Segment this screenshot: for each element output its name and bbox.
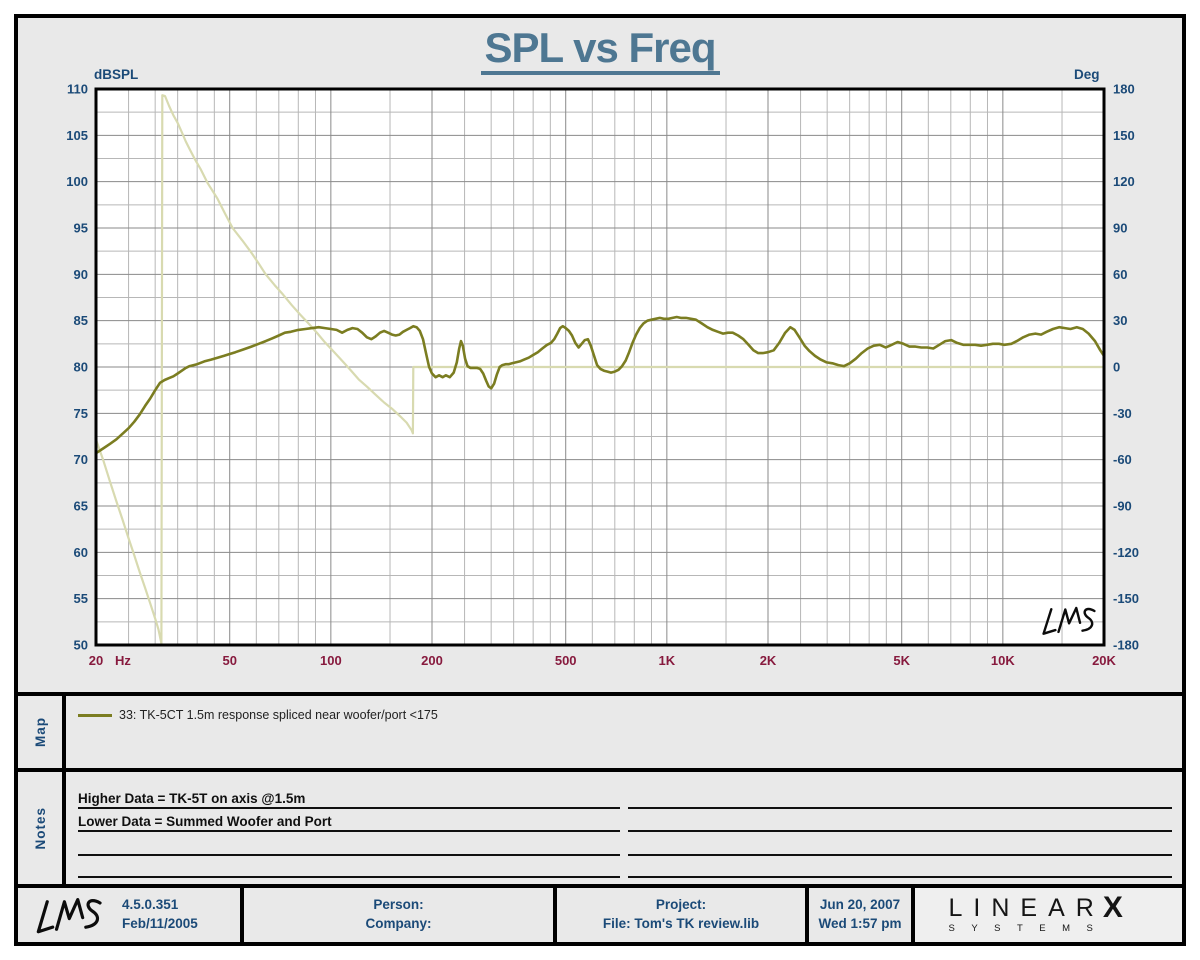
svg-text:50: 50 (222, 653, 236, 668)
plot-frame (94, 87, 1106, 647)
svg-text:95: 95 (74, 221, 88, 236)
map-panel: Map 33: TK-5CT 1.5m response spliced nea… (18, 692, 1182, 772)
note-line-2b (628, 807, 1172, 832)
person-label: Person: (373, 897, 424, 913)
spl-response-curve (94, 315, 1106, 455)
legend-text: 33: TK-5CT 1.5m response spliced near wo… (119, 708, 438, 722)
app-version-date: Feb/11/2005 (122, 916, 198, 931)
svg-text:120: 120 (1113, 174, 1135, 189)
title-wrap: SPL vs Freq (0, 25, 1200, 76)
legend-line-swatch (78, 713, 112, 717)
notes-panel-label: Notes (32, 806, 48, 850)
svg-text:100: 100 (320, 653, 342, 668)
map-panel-label: Map (32, 717, 48, 747)
svg-text:110: 110 (67, 82, 88, 97)
svg-text:55: 55 (74, 591, 88, 606)
x-axis-unit-label: Hz (115, 653, 131, 668)
x-axis-tick-labels: 20 50 100 200 500 1K 2K 5K 10K 20K Hz (89, 653, 1117, 668)
svg-text:5K: 5K (893, 653, 910, 668)
footer-datetime-cell: Jun 20, 2007 Wed 1:57 pm (805, 888, 911, 942)
svg-text:0: 0 (1113, 360, 1120, 375)
version-block: 4.5.0.351 Feb/11/2005 (122, 896, 198, 934)
svg-text:100: 100 (66, 174, 88, 189)
company-label: Company: (365, 916, 432, 931)
legend-entry: 33: TK-5CT 1.5m response spliced near wo… (78, 708, 438, 722)
svg-text:150: 150 (1113, 128, 1135, 143)
phase-curve (94, 94, 1106, 645)
page-title: SPL vs Freq (480, 25, 720, 76)
svg-text:500: 500 (555, 653, 577, 668)
note-line-2: Lower Data = Summed Woofer and Port (78, 807, 620, 832)
svg-text:10K: 10K (991, 653, 1015, 668)
svg-text:2K: 2K (760, 653, 777, 668)
notes-content: Higher Data = TK-5T on axis @1.5m Lower … (66, 772, 1182, 884)
file-label: File: Tom's TK review.lib (602, 916, 760, 931)
left-axis-unit-label: dBSPL (94, 67, 139, 82)
footer-person-cell: Person: Company: (240, 888, 553, 942)
svg-text:60: 60 (1113, 267, 1127, 282)
right-axis-unit-label: Deg (1074, 67, 1100, 82)
footer-brand-cell: LINEAR X SYSTEMS (911, 888, 1182, 942)
svg-text:75: 75 (74, 406, 88, 421)
linearx-logo-linear: LINEAR (948, 893, 1105, 922)
svg-text:-150: -150 (1113, 591, 1139, 606)
svg-text:20K: 20K (1092, 653, 1116, 668)
svg-text:-60: -60 (1113, 452, 1132, 467)
y-right-tick-labels: -180 -150 -120 -90 -60 -30 0 30 60 90 120 150 180 (1113, 82, 1139, 653)
notes-panel: Notes Higher Data = TK-5T on axis @1.5m … (18, 772, 1182, 888)
svg-text:-180: -180 (1113, 638, 1139, 653)
project-label: Project: (655, 897, 707, 913)
svg-text:1K: 1K (659, 653, 676, 668)
report-time: Wed 1:57 pm (818, 916, 902, 931)
svg-text:30: 30 (1113, 313, 1127, 328)
svg-text:-120: -120 (1113, 545, 1139, 560)
map-content: 33: TK-5CT 1.5m response spliced near wo… (66, 696, 1182, 768)
note-line-3 (78, 831, 620, 856)
note-line-4b (628, 853, 1172, 878)
svg-text:20: 20 (89, 653, 103, 668)
linearx-logo-row1: LINEAR X (948, 891, 1149, 925)
svg-text:60: 60 (74, 545, 88, 560)
svg-text:85: 85 (74, 313, 88, 328)
svg-text:-30: -30 (1113, 406, 1132, 421)
linearx-logo-x: X (1102, 891, 1123, 925)
svg-text:90: 90 (74, 267, 88, 282)
footer-version-cell: 4.5.0.351 Feb/11/2005 (18, 888, 240, 942)
app-version: 4.5.0.351 (122, 897, 179, 913)
note-line-3b (628, 831, 1172, 856)
svg-text:-90: -90 (1113, 499, 1132, 514)
linearx-systems-logo: LINEAR X SYSTEMS (948, 891, 1149, 935)
footer-project-cell: Project: File: Tom's TK review.lib (553, 888, 805, 942)
lms-signature (1042, 606, 1096, 635)
y-left-tick-labels: 50 55 60 65 70 75 80 85 90 95 100 105 110 (66, 82, 88, 653)
linearx-logo-systems: SYSTEMS (948, 922, 1110, 934)
svg-text:105: 105 (66, 128, 88, 143)
svg-text:80: 80 (74, 360, 88, 375)
report-date: Jun 20, 2007 (819, 897, 901, 913)
svg-text:180: 180 (1113, 82, 1135, 97)
svg-text:65: 65 (74, 499, 88, 514)
note-line-1b (628, 784, 1172, 809)
svg-text:70: 70 (74, 452, 88, 467)
note-line-1: Higher Data = TK-5T on axis @1.5m (78, 784, 620, 809)
notes-side-cell: Notes (18, 772, 66, 884)
note-line-4 (78, 853, 620, 878)
svg-text:90: 90 (1113, 221, 1127, 236)
map-side-cell: Map (18, 696, 66, 768)
footer-bar: 4.5.0.351 Feb/11/2005 Person: Company: P… (18, 888, 1182, 942)
lms-logo-signature (36, 898, 102, 934)
svg-text:50: 50 (74, 638, 88, 653)
grid-major (96, 89, 1104, 645)
svg-text:200: 200 (421, 653, 443, 668)
